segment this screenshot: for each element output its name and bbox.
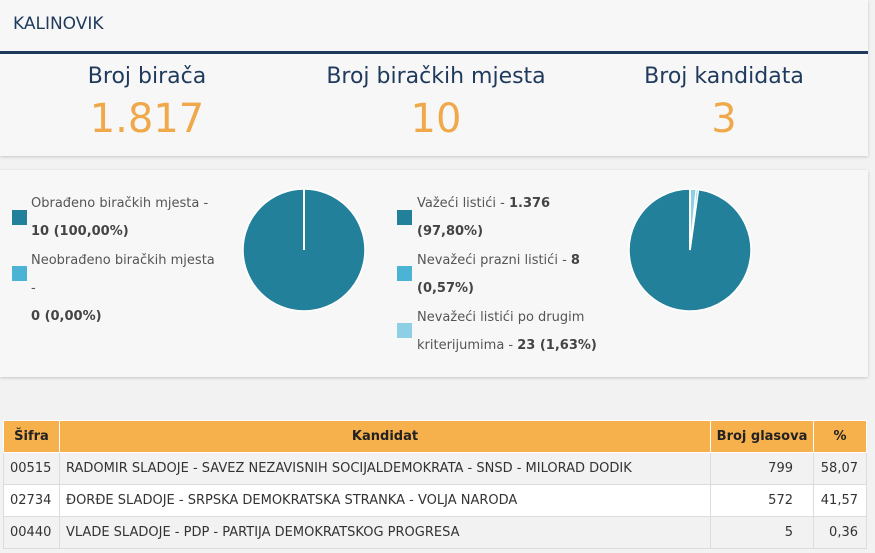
row-votes: 572 <box>710 484 814 517</box>
legend-valid: Važeći listići - 1.376 (97,80%) <box>417 190 617 246</box>
row-votes: 799 <box>710 452 814 485</box>
legend-other-label-1: Nevažeći listići po drugim <box>417 310 585 325</box>
row-code: 02734 <box>3 484 60 517</box>
stat-polling-stations: Broj biračkih mjesta 10 <box>316 64 556 139</box>
table-row: 02734 ĐORĐE SLADOJE - SRPSKA DEMOKRATSKA… <box>3 484 867 517</box>
legend-valid-pct: (97,80%) <box>417 224 484 239</box>
stat-candidates-label: Broj kandidata <box>644 64 804 89</box>
legend-swatch-unprocessed <box>12 266 27 281</box>
header-votes[interactable]: Broj glasova <box>710 420 814 453</box>
summary-panel: KALINOVIK Broj birača 1.817 Broj birački… <box>0 0 868 156</box>
row-pct: 58,07 <box>813 452 867 485</box>
stat-candidates-value: 3 <box>711 96 737 142</box>
header-candidate[interactable]: Kandidat <box>59 420 711 453</box>
stat-voters-label: Broj birača <box>87 64 207 89</box>
legend-other-value: 23 (1,63%) <box>517 338 597 353</box>
header-pct[interactable]: % <box>813 420 867 453</box>
legend-valid-value: 1.376 <box>508 196 551 211</box>
legend-unprocessed-value: 0 (0,00%) <box>31 309 102 324</box>
stat-polling-stations-value: 10 <box>410 96 462 142</box>
legend-swatch-other <box>397 323 412 338</box>
legend-other-label-2: kriterijumima - <box>417 338 518 353</box>
table-row: 00440 VLADE SLADOJE - PDP - PARTIJA DEMO… <box>3 516 867 549</box>
legend-unprocessed: Neobrađeno biračkih mjesta - 0 (0,00%) <box>31 247 221 331</box>
legend-processed-label: Obrađeno biračkih mjesta - <box>31 196 209 211</box>
row-pct: 0,36 <box>813 516 867 549</box>
row-code: 00515 <box>3 452 60 485</box>
legend-other: Nevažeći listići po drugim kriterijumima… <box>417 304 617 360</box>
ballots-pie-chart <box>628 188 752 312</box>
legend-blank-value: 8 <box>570 253 580 268</box>
municipality-title: KALINOVIK <box>13 14 104 34</box>
legend-swatch-processed <box>12 210 27 225</box>
legend-blank-label: Nevažeći prazni listići - <box>417 253 571 268</box>
table-header-row: Šifra Kandidat Broj glasova % <box>3 420 867 453</box>
row-code: 00440 <box>3 516 60 549</box>
legend-processed: Obrađeno biračkih mjesta - 10 (100,00%) <box>31 190 221 246</box>
stat-candidates: Broj kandidata 3 <box>624 64 824 139</box>
legend-swatch-blank <box>397 266 412 281</box>
stat-polling-stations-label: Broj biračkih mjesta <box>326 64 546 89</box>
row-pct: 41,57 <box>813 484 867 517</box>
legend-blank-pct: (0,57%) <box>417 281 474 296</box>
header-divider <box>0 51 868 54</box>
row-votes: 5 <box>710 516 814 549</box>
header-code[interactable]: Šifra <box>3 420 60 453</box>
legend-processed-value: 10 (100,00%) <box>31 224 129 239</box>
legend-blank: Nevažeći prazni listići - 8 (0,57%) <box>417 247 617 303</box>
row-candidate: VLADE SLADOJE - PDP - PARTIJA DEMOKRATSK… <box>59 516 711 549</box>
stat-voters-value: 1.817 <box>89 96 205 142</box>
legend-valid-label: Važeći listići - <box>417 196 509 211</box>
row-candidate: RADOMIR SLADOJE - SAVEZ NEZAVISNIH SOCIJ… <box>59 452 711 485</box>
charts-panel: Obrađeno biračkih mjesta - 10 (100,00%) … <box>0 170 868 377</box>
polling-stations-pie-chart <box>242 188 366 312</box>
table-row: 00515 RADOMIR SLADOJE - SAVEZ NEZAVISNIH… <box>3 452 867 485</box>
row-candidate: ĐORĐE SLADOJE - SRPSKA DEMOKRATSKA STRAN… <box>59 484 711 517</box>
results-table: Šifra Kandidat Broj glasova % 00515 RADO… <box>3 420 867 549</box>
legend-unprocessed-label: Neobrađeno biračkih mjesta - <box>31 253 215 296</box>
legend-swatch-valid <box>397 210 412 225</box>
stat-voters: Broj birača 1.817 <box>47 64 247 139</box>
